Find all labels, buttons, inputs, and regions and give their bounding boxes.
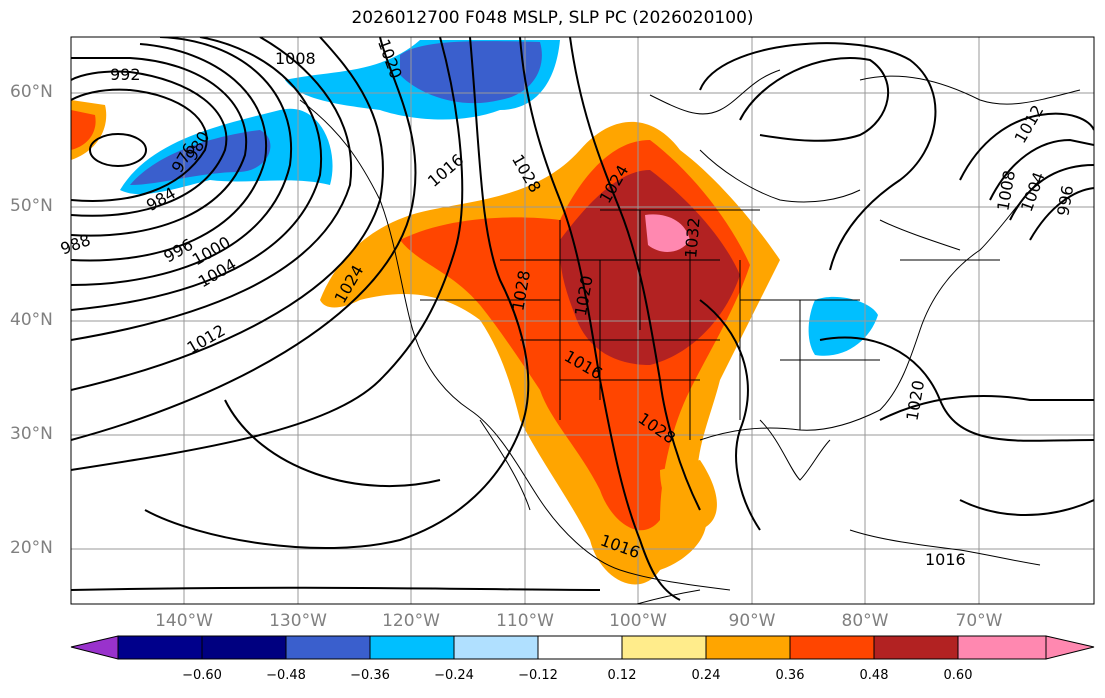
colorbar-tick: 0.48: [859, 668, 889, 683]
map-frame: [70, 36, 1095, 605]
lon-label-140w: 140°W: [155, 611, 213, 631]
isobar-label: 988: [58, 230, 93, 258]
isobar-label: 1016: [925, 550, 966, 569]
lat-label-50n: 50°N: [10, 196, 53, 216]
shading-layer: [71, 40, 878, 585]
colorbar-tick: −0.36: [350, 668, 390, 683]
colorbar-tick: 0.24: [691, 668, 721, 683]
isobar-label: 1008: [993, 169, 1019, 212]
isobar-label: 1020: [902, 379, 928, 422]
colorbar: [70, 635, 1095, 660]
lon-label-90w: 90°W: [728, 611, 776, 631]
negative-anomaly-east: [808, 296, 878, 356]
isobars: [71, 37, 1094, 601]
colorbar-tick: 0.12: [607, 668, 637, 683]
lat-label-30n: 30°N: [10, 424, 53, 444]
colorbar-tick: −0.60: [182, 668, 222, 683]
colorbar-tick: −0.48: [266, 668, 306, 683]
colorbar-tick: 0.36: [775, 668, 805, 683]
isobar-label: 1028: [508, 151, 545, 196]
lon-label-70w: 70°W: [955, 611, 1003, 631]
lat-label-20n: 20°N: [10, 538, 53, 558]
lon-label-110w: 110°W: [496, 611, 554, 631]
isobar-label: 1008: [275, 49, 316, 68]
isobar-label: 1032: [681, 217, 703, 259]
isobar-label: 992: [110, 65, 141, 84]
lat-label-60n: 60°N: [10, 82, 53, 102]
isobar-label: 1012: [1011, 102, 1048, 147]
colorbar-tick: −0.24: [434, 668, 474, 683]
colorbar-tick: −0.12: [518, 668, 558, 683]
lon-label-120w: 120°W: [382, 611, 440, 631]
colorbar-tick: 0.60: [943, 668, 973, 683]
positive-anomaly-peak: [645, 214, 690, 252]
lon-label-80w: 80°W: [841, 611, 889, 631]
lat-label-40n: 40°N: [10, 310, 53, 330]
map-title: 2026012700 F048 MSLP, SLP PC (2026020100…: [351, 8, 754, 28]
isobar-label: 996: [1053, 184, 1077, 217]
isobar-label: 1012: [184, 321, 229, 358]
lon-label-100w: 100°W: [609, 611, 667, 631]
lon-label-130w: 130°W: [269, 611, 327, 631]
